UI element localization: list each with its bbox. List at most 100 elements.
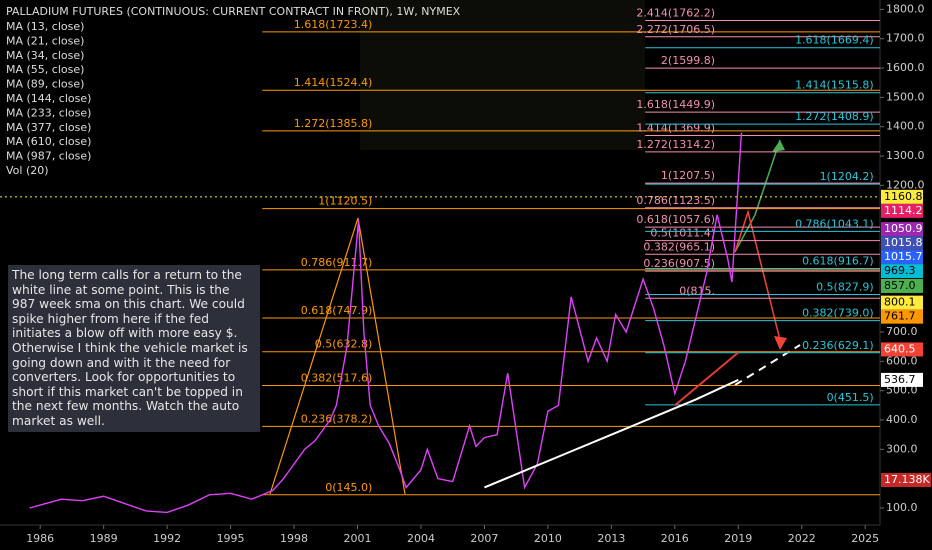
fib-label: 0(451.5) (827, 391, 874, 404)
price-badge-label: 1114.2 (884, 204, 923, 217)
fib-zone (360, 0, 645, 150)
fib-label: 0.618(1057.6) (636, 213, 715, 226)
fib-label: 0.236(378.2) (301, 412, 373, 425)
x-tick-label: 2004 (407, 532, 435, 545)
x-tick-label: 1989 (90, 532, 118, 545)
legend-item: Vol (20) (6, 164, 49, 177)
fib-label: 1.272(1408.9) (795, 110, 874, 123)
price-badge (881, 203, 923, 218)
annotation: The long term calls for a return to the … (8, 265, 260, 432)
fib-label: 1(1120.5) (318, 195, 372, 208)
x-tick-label: 2025 (851, 532, 879, 545)
chart-title: PALLADIUM FUTURES (CONTINUOUS: CURRENT C… (6, 5, 461, 18)
y-tick-label: 300.0 (886, 442, 918, 455)
legend-item: MA (377, close) (6, 121, 91, 134)
fib-label: 2.272(1706.5) (636, 23, 715, 36)
price-badge-label: 640.5 (884, 342, 916, 355)
fib-label: 1.414(1524.4) (294, 76, 373, 89)
x-tick-label: 2013 (597, 532, 625, 545)
fib-label: 0(815. (679, 284, 715, 297)
price-badge-label: 1015.8 (884, 236, 923, 249)
x-tick-label: 2001 (344, 532, 372, 545)
volume-badge-label: 17.138K (884, 473, 930, 486)
price-badge-label: 1015.7 (884, 250, 923, 263)
legend-item: MA (55, close) (6, 63, 84, 76)
price-badge (881, 278, 923, 293)
fib-label: 0.618(916.7) (802, 254, 874, 267)
x-tick-label: 1992 (153, 532, 181, 545)
legend: PALLADIUM FUTURES (CONTINUOUS: CURRENT C… (6, 5, 461, 177)
fib-label: 0.5(632.8) (315, 338, 373, 351)
fib-label: 1(1207.5) (661, 169, 715, 182)
y-tick-label: 1500.0 (886, 90, 925, 103)
price-badge (881, 372, 923, 387)
series-line (484, 378, 739, 489)
fib-label: 1.272(1314.2) (636, 138, 715, 151)
price-badge-label: 857.0 (884, 279, 916, 292)
fib-label: 0.382(965.1) (643, 240, 715, 253)
fib-label: 0.5(827.9) (816, 280, 874, 293)
projection-down (734, 209, 781, 341)
fib-label: 0.786(1043.1) (795, 217, 874, 230)
legend-item: MA (987, close) (6, 150, 91, 163)
series-line (29, 132, 743, 514)
legend-item: MA (144, close) (6, 92, 91, 105)
y-tick-label: 700.0 (886, 325, 918, 338)
y-tick-label: 100.0 (886, 501, 918, 514)
price-badge-label: 1160.8 (884, 190, 923, 203)
fib-label: 1.618(1449.9) (636, 98, 715, 111)
fib-label: 0.5(1011.4) (650, 227, 715, 240)
x-tick-label: 2022 (788, 532, 816, 545)
x-tick-label: 2010 (534, 532, 562, 545)
x-tick-label: 2019 (724, 532, 752, 545)
volume-badge (881, 473, 931, 487)
y-tick-label: 1200.0 (886, 178, 925, 191)
price-badge (881, 222, 923, 237)
price-badge (881, 264, 923, 279)
fib-label: 0.382(739.0) (802, 307, 874, 320)
x-tick-label: 1998 (280, 532, 308, 545)
fib-label: 0.618(747.9) (301, 304, 373, 317)
price-badge (881, 309, 923, 324)
price-badge (881, 250, 923, 265)
y-tick-label: 500.0 (886, 384, 918, 397)
fib-label: 0.786(911.7) (301, 256, 373, 269)
price-badge-label: 800.1 (884, 296, 916, 309)
fib-label: 0.236(629.1) (802, 339, 874, 352)
price-badge (881, 189, 923, 204)
y-tick-label: 1600.0 (886, 61, 925, 74)
fib-label: 2.414(1762.2) (636, 6, 715, 19)
y-tick-label: 600.0 (886, 354, 918, 367)
legend-item: MA (21, close) (6, 34, 84, 47)
price-badge-label: 761.7 (884, 310, 916, 323)
legend-item: MA (13, close) (6, 20, 84, 33)
price-badge-label: 536.7 (884, 373, 916, 386)
fib-label: 2(1599.8) (661, 54, 715, 67)
fib-label: 0.786(1123.5) (636, 194, 715, 207)
fib-label: 1.618(1669.4) (795, 34, 874, 47)
y-tick-label: 1400.0 (886, 120, 925, 133)
arrow-head (774, 336, 787, 350)
price-badge (881, 295, 923, 310)
legend-item: MA (34, close) (6, 49, 84, 62)
price-badge-label: 1050.9 (884, 222, 923, 235)
fib-label: 0(145.0) (325, 481, 372, 494)
legend-item: MA (233, close) (6, 106, 91, 119)
x-tick-label: 2007 (470, 532, 498, 545)
y-tick-label: 400.0 (886, 413, 918, 426)
y-tick-label: 1300.0 (886, 149, 925, 162)
legend-item: MA (89, close) (6, 78, 84, 91)
fib-anchor (269, 217, 406, 495)
fib-label: 1.618(1723.4) (294, 18, 373, 31)
x-tick-label: 1995 (217, 532, 245, 545)
fib-label: 1.414(1515.8) (795, 79, 874, 92)
legend-item: MA (610, close) (6, 135, 91, 148)
x-tick-label: 1986 (26, 532, 54, 545)
fib-label: 0.236(907.5) (643, 257, 715, 270)
fib-label: 1.272(1385.8) (294, 117, 373, 130)
price-badge (881, 342, 923, 357)
fib-label: 1(1204.2) (820, 170, 874, 183)
x-tick-label: 2016 (661, 532, 689, 545)
fib-label: 0.382(517.6) (301, 372, 373, 385)
